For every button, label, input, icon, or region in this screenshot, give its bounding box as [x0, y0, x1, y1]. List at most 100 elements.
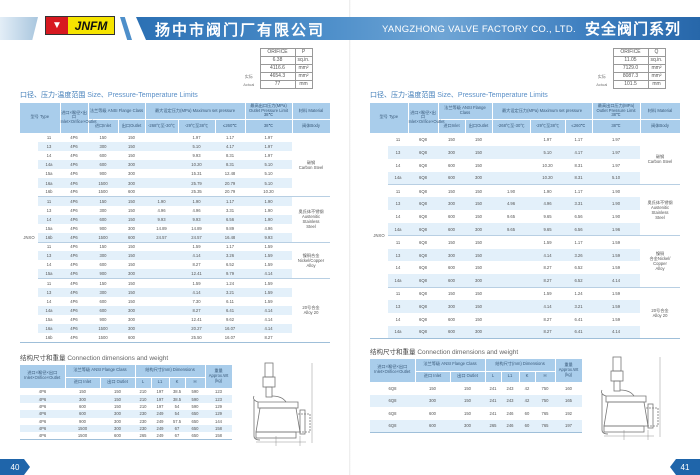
material-label: Carbon Steel — [298, 164, 324, 170]
table-cell: 150 — [438, 286, 465, 300]
dims-row: 6Q8 600 150 241 246 60 765 192 — [370, 407, 582, 420]
orifice-row-label: 实际 — [597, 74, 606, 79]
table-row: 14 4P6 600 150 8.27 6.52 1.59 — [20, 260, 330, 269]
table-cell: 1500 — [88, 323, 118, 334]
table-row: 14a 6Q8 600 300 8.27 6.52 4.14 — [370, 274, 680, 288]
dims-header-row: 进口×喉径×出口 Inlet×Orifice×Outlet 法兰等级 ANSI F… — [20, 365, 233, 389]
col-body: 阀体Body — [292, 119, 331, 134]
dcol-l1: L1 — [151, 377, 170, 389]
dims-row: 4P6 600 300 230 249 54 650 129 — [20, 410, 233, 418]
table-cell: 150 — [88, 241, 118, 252]
table-cell: 6.41 — [215, 305, 246, 315]
material-label: 20号合金 — [651, 307, 669, 313]
orifice-row: 实际 8087.3 mm² — [591, 72, 666, 81]
table-cell — [492, 286, 531, 300]
table-cell: 14a — [38, 160, 60, 170]
table-row: 16b 4P6 1500 600 25.50 16.07 8.27 — [20, 333, 330, 342]
col-temp-1: -268℃至-30℃ — [145, 119, 179, 134]
table-cell: 16b — [45, 189, 53, 195]
table-cell — [492, 299, 531, 313]
dims-cell: 300 — [65, 395, 100, 403]
table-cell: 1.97 — [592, 145, 641, 159]
dcol-dims: 结构尺寸(mm) Dimensions — [485, 359, 556, 372]
table-cell: 4.17 — [215, 142, 246, 152]
table-cell: 8.31 — [574, 162, 583, 168]
table-cell: 11 — [46, 135, 52, 141]
table-cell: 1.59 — [592, 235, 641, 249]
company-logo: ▼ JNFM — [45, 16, 115, 35]
table-cell: 4.14 — [264, 316, 273, 322]
table-cell: 9.93 — [192, 153, 201, 159]
table-cell: 600 — [88, 305, 118, 315]
dims-cell: 150 — [100, 395, 136, 403]
table-cell: 150 — [118, 277, 146, 288]
dims-cell: 241 — [489, 410, 497, 416]
table-cell: 4.96 — [157, 207, 166, 213]
table-cell: 1.59 — [592, 248, 641, 262]
table-cell: 10.20 — [263, 189, 274, 195]
table-cell — [145, 133, 178, 142]
dims-cell: 150 — [114, 403, 121, 409]
col-temp-3: ≤260℃ — [215, 119, 246, 134]
table-cell: 12.48 — [224, 171, 236, 177]
dims-cell: 158 — [205, 424, 233, 433]
header-row: 型号 Type 进口×喉径×出口 Inlet×Orifice×Outlet 法兰等级… — [20, 103, 331, 134]
table-cell: 1.97 — [264, 153, 273, 159]
table-cell: 150 — [118, 241, 146, 252]
dcol-h: H — [185, 377, 206, 389]
dims-cell: 6Q8 — [388, 386, 397, 391]
col-outlet: 出口Outlet — [118, 119, 146, 134]
dims-cell: 230 — [135, 410, 152, 418]
table-cell: 150 — [465, 235, 493, 249]
col-flange: 法兰等级 ANSI Flange Class — [438, 103, 493, 120]
table-cell: 1.17 — [565, 235, 593, 249]
table-cell: 9.89 — [225, 225, 235, 231]
material-cell: 奥氏体不锈钢 Austenitic Stainless Steel — [640, 183, 681, 236]
table-cell: 6.56 — [215, 214, 246, 224]
dims-cell: 600 — [79, 403, 86, 409]
table-row: 14a 6Q8 600 300 10.20 8.31 5.10 — [370, 171, 680, 185]
orifice-row: ORIFICE P — [238, 48, 313, 57]
table-row: 13 6Q8 300 150 4.14 3.26 1.59 — [370, 248, 680, 262]
orifice-value: ORIFICE — [612, 48, 649, 57]
table-cell: 16a — [38, 323, 60, 334]
col-max-set: 最大设定压力(MPa) Maximum set pressure — [492, 103, 593, 120]
table-cell: 300 — [118, 160, 146, 170]
table-row: 15a 4P6 900 300 12.41 9.79 4.14 — [20, 269, 330, 279]
orifice-value: 11.05 — [612, 56, 649, 65]
table-cell: 1.97 — [192, 135, 201, 141]
material-label: Steel — [655, 215, 665, 221]
orifice-unit: mm — [647, 80, 666, 89]
table-cell: 1.90 — [592, 183, 641, 198]
model-cell: JNXO — [373, 233, 385, 239]
limits-title-cn: 口径、压力-温度范围 — [20, 92, 86, 99]
table-row: 14 4P6 600 150 9.93 8.31 1.97 — [20, 151, 330, 160]
table-cell: 5.10 — [530, 145, 566, 159]
table-cell: 6Q8 — [408, 197, 438, 211]
table-cell: 4P6 — [60, 214, 88, 224]
table-cell — [145, 188, 178, 197]
table-cell: 1.59 — [611, 316, 621, 322]
table-cell — [145, 251, 179, 261]
dims-section-title: 结构尺寸和重量 Connection dimensions and weight — [20, 352, 168, 362]
table-cell: 8.31 — [565, 171, 593, 185]
table-cell: 150 — [475, 316, 482, 322]
material-label: 碳钢 — [655, 153, 665, 159]
col-temp-2: -29℃至38℃ — [530, 119, 566, 134]
table-cell: 9.79 — [215, 269, 246, 279]
table-cell: 13 — [38, 287, 60, 297]
material-label: Alloy — [306, 262, 316, 268]
table-row: 14a 6Q8 600 300 8.27 6.41 4.14 — [370, 325, 680, 339]
material-label: Austenitic — [301, 214, 321, 220]
orifice-row: ORIFICE Q — [591, 48, 666, 57]
dims-row: 4P6 300 150 210 197 38.5 590 123 — [20, 395, 233, 403]
material-cell: 碳钢 Carbon Steel — [640, 133, 680, 184]
header-decoration — [0, 17, 38, 40]
table-cell: 1.90 — [530, 183, 566, 198]
dims-cell: 38.5 — [172, 389, 182, 395]
table-cell: 14a — [388, 325, 408, 339]
logo-text: JNFM — [68, 17, 114, 34]
table-cell: 14a — [388, 171, 408, 185]
dcol-dims: 结构尺寸(mm) Dimensions — [135, 365, 206, 378]
table-cell: 6.52 — [574, 265, 583, 271]
